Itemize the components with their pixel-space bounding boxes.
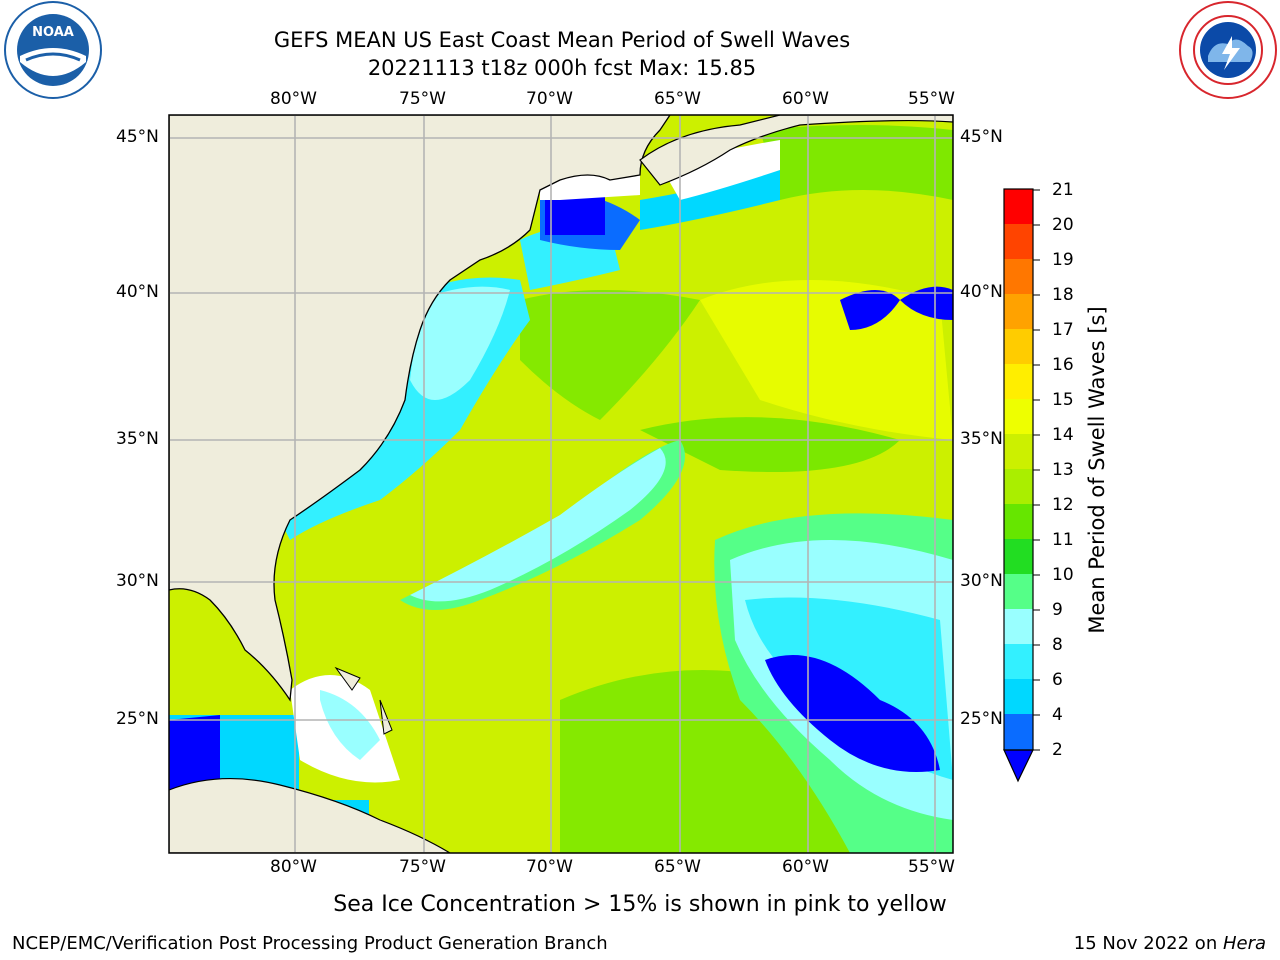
map-title: GEFS MEAN US East Coast Mean Period of S…	[273, 28, 851, 52]
colorbar	[1003, 188, 1040, 783]
colorbar-tick: 17	[1052, 320, 1074, 340]
colorbar-tick: 4	[1052, 705, 1063, 725]
colorbar-tick: 10	[1052, 565, 1074, 585]
noaa-logo: NOAA	[4, 1, 102, 99]
colorbar-tick: 21	[1052, 180, 1074, 200]
lon-tick-top: 70°W	[526, 89, 573, 109]
lat-tick-right: 25°N	[960, 709, 1003, 729]
map-subtitle: 20221113 t18z 000h fcst Max: 15.85	[367, 56, 757, 80]
lon-tick-top: 55°W	[908, 89, 955, 109]
lon-tick-top: 60°W	[782, 89, 829, 109]
colorbar-tick: 16	[1052, 355, 1074, 375]
lat-tick-left: 25°N	[116, 709, 159, 729]
footer-host: Hera	[1222, 933, 1266, 954]
colorbar-tick: 13	[1052, 460, 1074, 480]
cuba-landmass	[169, 777, 452, 853]
colorbar-tick: 11	[1052, 530, 1074, 550]
colorbar-tick: 6	[1052, 670, 1063, 690]
map-gridlines	[169, 115, 953, 853]
svg-text:NOAA: NOAA	[32, 25, 74, 40]
colorbar-tick: 19	[1052, 250, 1074, 270]
lon-tick-bottom: 55°W	[908, 857, 955, 877]
lon-tick-bottom: 60°W	[782, 857, 829, 877]
sea-ice-note: Sea Ice Concentration > 15% is shown in …	[333, 892, 947, 917]
lat-tick-right: 35°N	[960, 429, 1003, 449]
lon-tick-top: 80°W	[270, 89, 317, 109]
lat-tick-right: 45°N	[960, 127, 1003, 147]
colorbar-tick: 12	[1052, 495, 1074, 515]
colorbar-tick: 18	[1052, 285, 1074, 305]
lon-tick-bottom: 75°W	[399, 857, 446, 877]
colorbar-tick: 14	[1052, 425, 1074, 445]
footnote-wrap: Sea Ice Concentration > 15% is shown in …	[0, 892, 1280, 917]
lon-tick-top: 65°W	[654, 89, 701, 109]
colorbar-tick: 20	[1052, 215, 1074, 235]
lon-tick-bottom: 80°W	[270, 857, 317, 877]
nws-logo	[1179, 1, 1277, 99]
footer-date-text: 15 Nov 2022 on	[1073, 933, 1223, 954]
footer-date: 15 Nov 2022 on Hera	[1074, 933, 1266, 954]
lat-tick-left: 40°N	[116, 282, 159, 302]
colorbar-tick: 15	[1052, 390, 1074, 410]
lat-tick-right: 30°N	[960, 571, 1003, 591]
colorbar-tick: 2	[1052, 740, 1063, 760]
footer-credit: NCEP/EMC/Verification Post Processing Pr…	[12, 933, 608, 954]
lat-tick-left: 30°N	[116, 571, 159, 591]
lon-tick-bottom: 65°W	[654, 857, 701, 877]
lat-tick-left: 45°N	[116, 127, 159, 147]
colorbar-label: Mean Period of Swell Waves [s]	[1085, 306, 1109, 634]
lat-tick-right: 40°N	[960, 282, 1003, 302]
colorbar-tick: 9	[1052, 600, 1063, 620]
lon-tick-bottom: 70°W	[526, 857, 573, 877]
map-frame	[168, 114, 954, 854]
lon-tick-top: 75°W	[399, 89, 446, 109]
colorbar-tick: 8	[1052, 635, 1063, 655]
lat-tick-left: 35°N	[116, 429, 159, 449]
